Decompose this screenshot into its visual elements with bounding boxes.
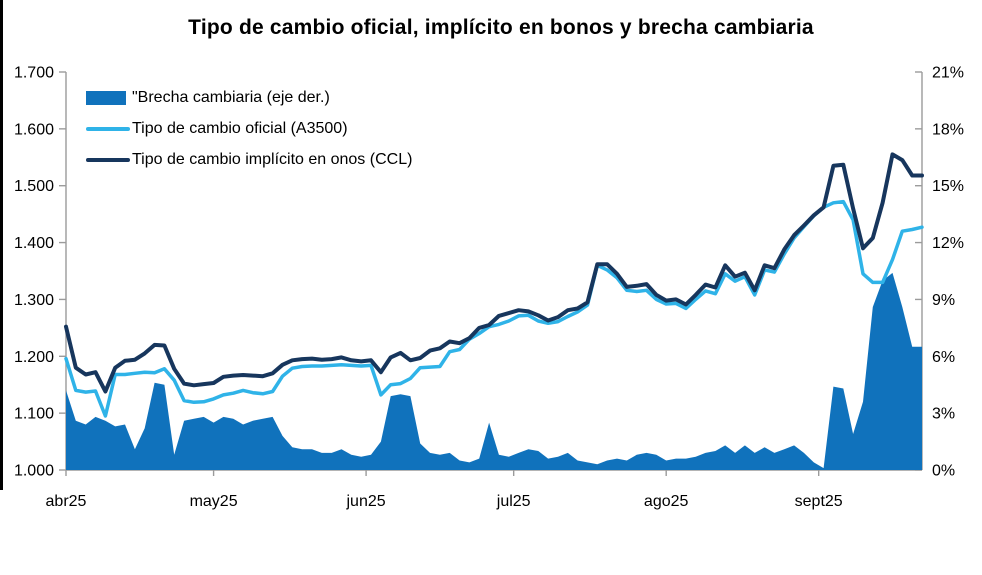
x-axis-label: jun25 [346,493,386,510]
window-edge-bar [0,0,3,490]
x-axis-label: ago25 [644,493,689,510]
right-axis-label: 18% [932,121,964,138]
legend-label-ccl: Tipo de cambio implícito en onos (CCL) [132,150,413,168]
left-axis-label: 1.600 [14,121,54,138]
right-axis-label: 3% [932,406,955,423]
chart-title: Tipo de cambio oficial, implícito en bon… [188,16,814,39]
left-axis-label: 1.500 [14,178,54,195]
ccl-line-series [64,152,924,394]
x-axis-label: sept25 [795,493,843,510]
right-axis-label: 0% [932,463,955,480]
x-axis-label: abr25 [46,493,87,510]
right-axis-label: 9% [932,292,955,309]
left-axis-label: 1.300 [14,292,54,309]
legend-label-brecha: "Brecha cambiaria (eje der.) [132,88,330,106]
x-axis-label: may25 [190,493,238,510]
right-axis-label: 12% [932,235,964,252]
brecha-area-series [66,272,922,470]
legend-swatch-box [86,126,132,131]
legend-swatch-box [86,90,132,105]
line-swatch-icon [86,157,130,162]
right-axis-label: 21% [932,65,964,82]
legend: "Brecha cambiaria (eje der.) Tipo de cam… [86,82,412,175]
left-axis-label: 1.400 [14,235,54,252]
left-axis-label: 1.100 [14,406,54,423]
left-axis-label: 1.700 [14,65,54,82]
x-axis-label: jul25 [496,493,531,510]
legend-item-oficial: Tipo de cambio oficial (A3500) [86,113,412,144]
right-axis-label: 15% [932,178,964,195]
left-axis-label: 1.200 [14,349,54,366]
line-swatch-icon [86,126,130,131]
legend-item-ccl: Tipo de cambio implícito en onos (CCL) [86,144,412,175]
legend-label-oficial: Tipo de cambio oficial (A3500) [132,119,348,137]
area-swatch-icon [86,90,126,105]
legend-item-brecha: "Brecha cambiaria (eje der.) [86,82,412,113]
right-axis-label: 6% [932,349,955,366]
left-axis-label: 1.000 [14,463,54,480]
legend-swatch-box [86,157,132,162]
